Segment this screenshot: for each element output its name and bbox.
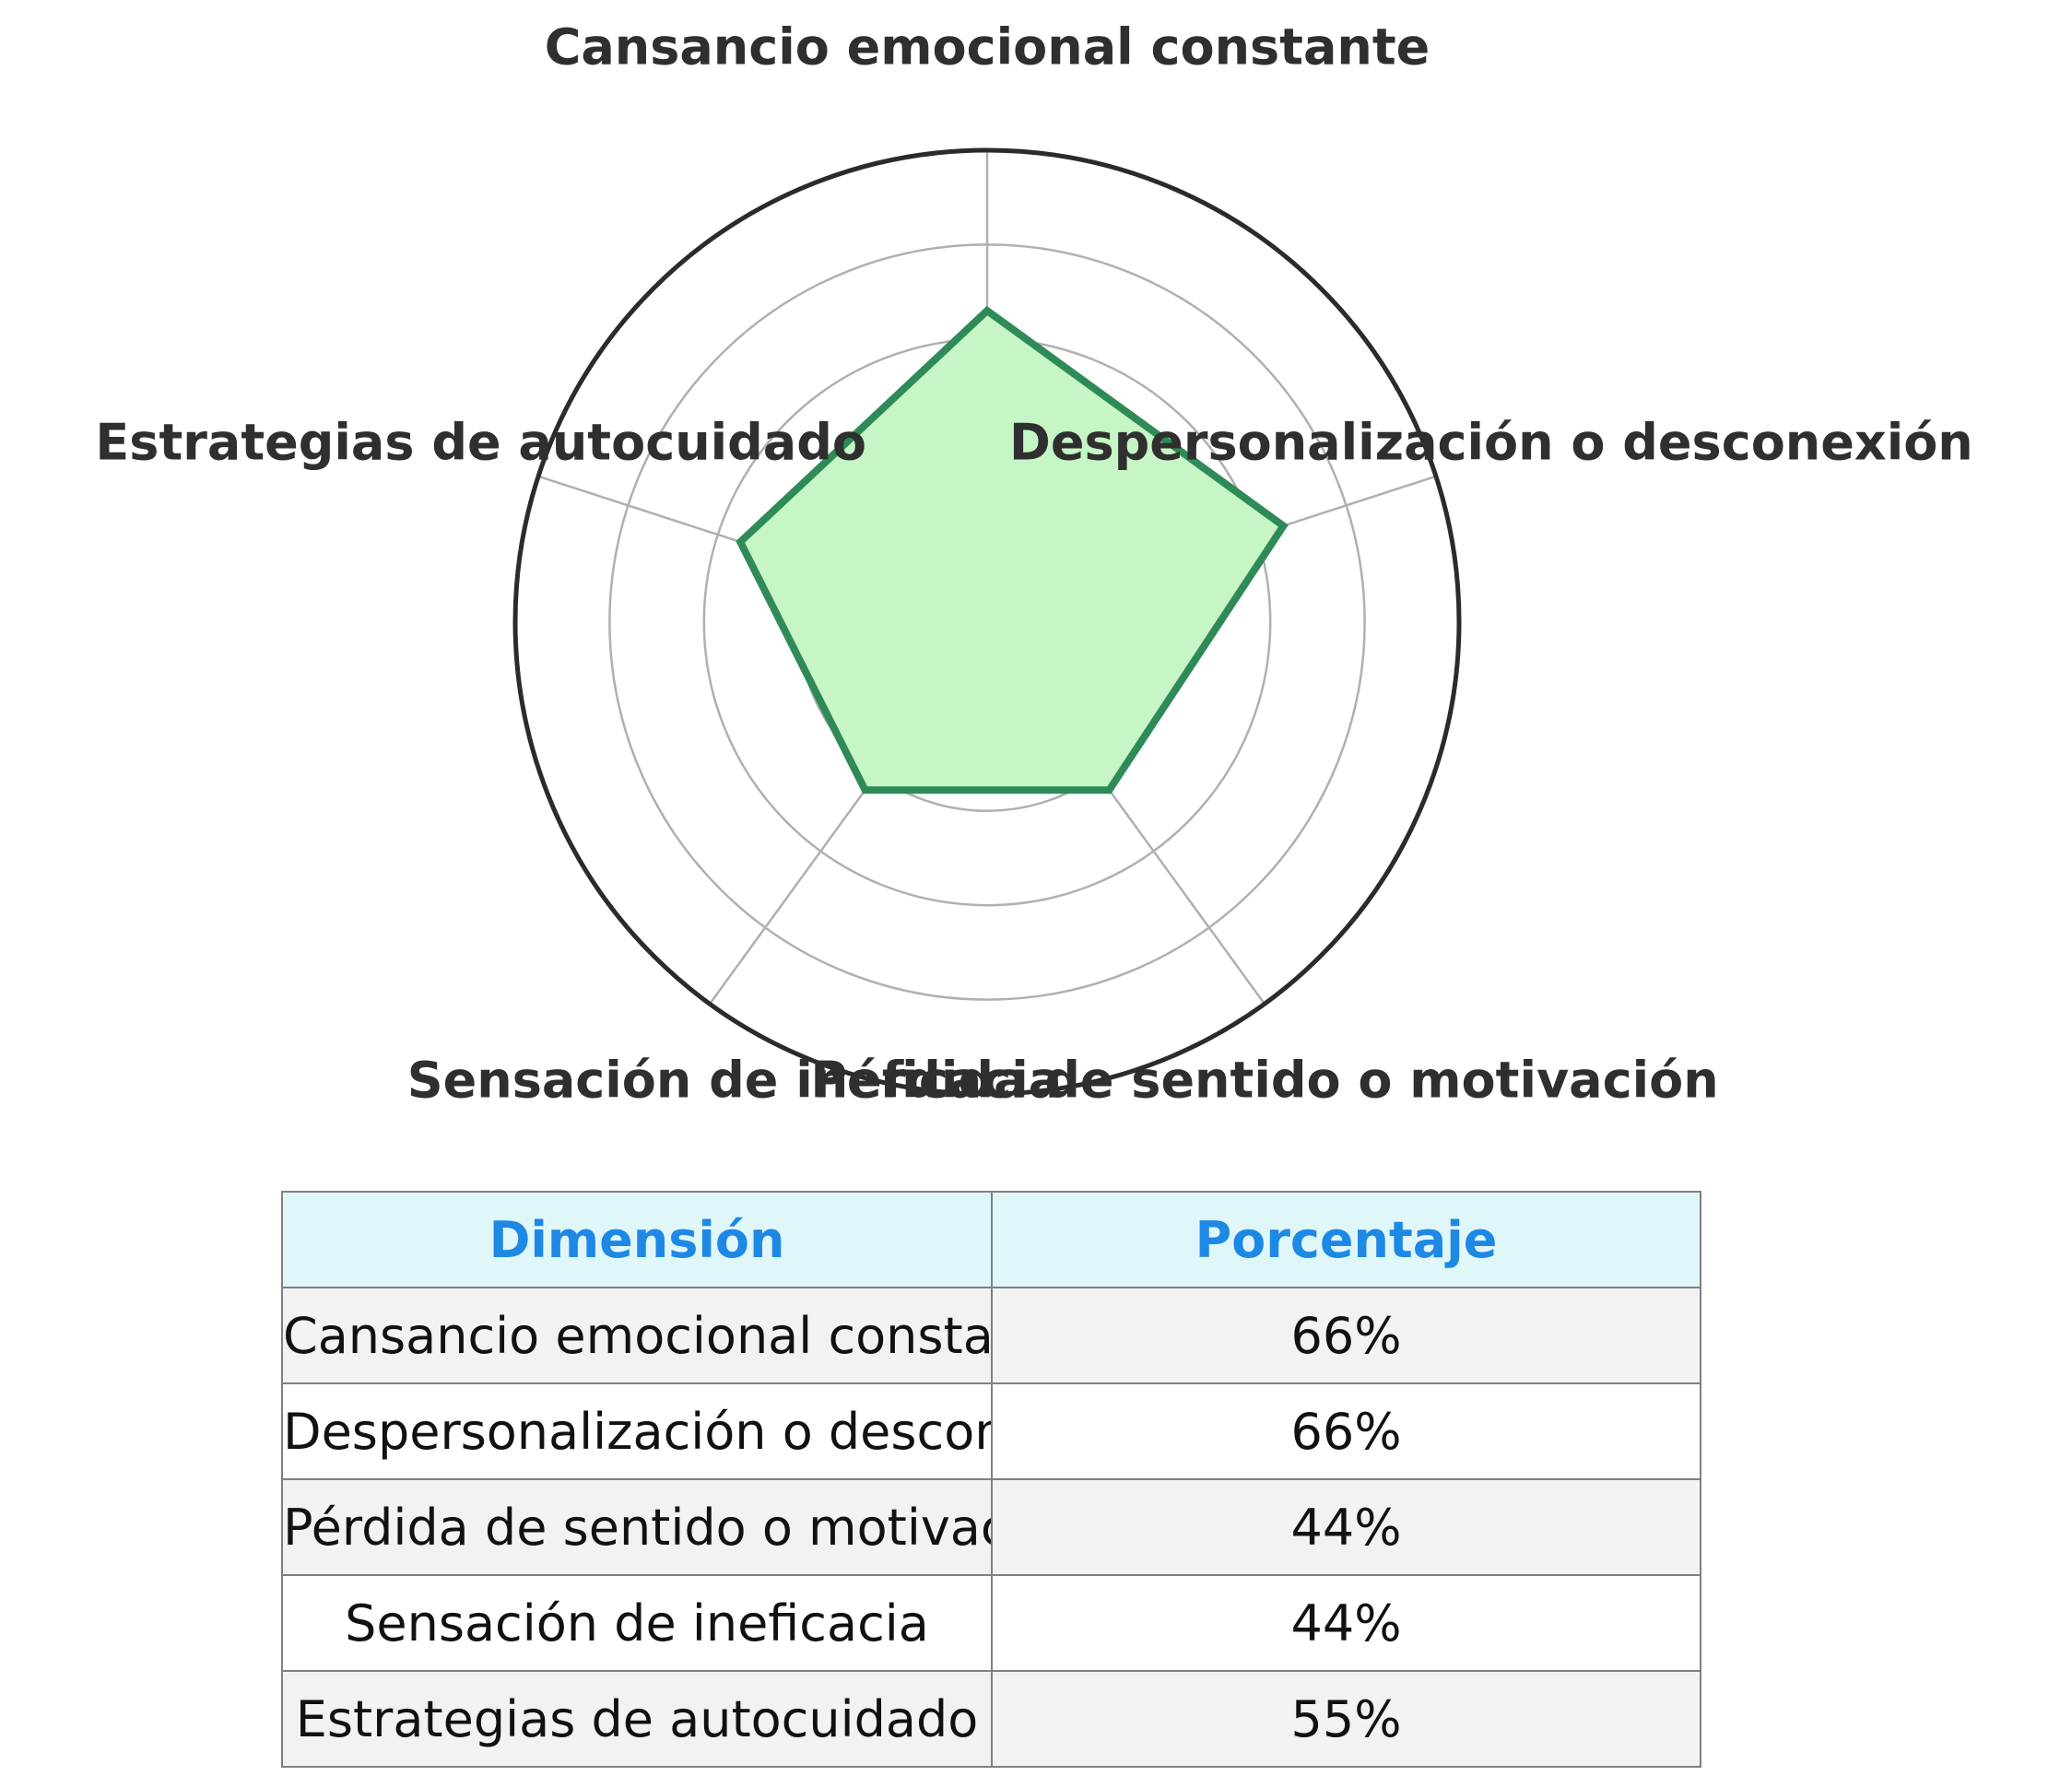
header-percentage: Porcentaje bbox=[991, 1191, 1701, 1288]
header-dimension: Dimensión bbox=[281, 1191, 993, 1288]
axis-label: Estrategias de autocuidado bbox=[95, 414, 866, 472]
series-line bbox=[736, 305, 1289, 794]
row-value: 44% bbox=[991, 1574, 1701, 1672]
row-dimension: Cansancio emocional constante bbox=[281, 1287, 993, 1384]
row-dimension: Despersonalización o desconexión bbox=[281, 1382, 993, 1480]
row-dimension: Sensación de ineficacia bbox=[281, 1574, 993, 1672]
table-row: Estrategias de autocuidado 55% bbox=[281, 1670, 1701, 1768]
row-dimension: Pérdida de sentido o motivación bbox=[281, 1478, 993, 1576]
table-row: Cansancio emocional constante 66% bbox=[281, 1287, 1701, 1384]
radar-series bbox=[736, 305, 1289, 794]
table-header-row: Dimensión Porcentaje bbox=[281, 1191, 1701, 1288]
row-dimension: Estrategias de autocuidado bbox=[281, 1670, 993, 1768]
summary-table: Dimensión Porcentaje Cansancio emocional… bbox=[281, 1191, 1701, 1768]
axis-label: Sensación de ineficacia bbox=[407, 1052, 1063, 1110]
row-value: 66% bbox=[991, 1287, 1701, 1384]
row-value: 66% bbox=[991, 1382, 1701, 1480]
radar-axis-labels: Cansancio emocional constante Despersonal… bbox=[95, 18, 1972, 1110]
series-area bbox=[740, 311, 1284, 791]
outer-ring bbox=[512, 147, 1462, 1097]
axis-label: Cansancio emocional constante bbox=[545, 18, 1430, 76]
axis-label: Despersonalización o desconexión bbox=[1009, 414, 1973, 472]
row-value: 44% bbox=[991, 1478, 1701, 1576]
table-row: Pérdida de sentido o motivación 44% bbox=[281, 1478, 1701, 1576]
axis-label: Pérdida de sentido o motivación bbox=[810, 1052, 1718, 1110]
table-row: Sensación de ineficacia 44% bbox=[281, 1574, 1701, 1672]
data-table: Dimensión Porcentaje Cansancio emocional… bbox=[281, 1191, 1701, 1768]
row-value: 55% bbox=[991, 1670, 1701, 1768]
table-row: Despersonalización o desconexión 66% bbox=[281, 1382, 1701, 1480]
